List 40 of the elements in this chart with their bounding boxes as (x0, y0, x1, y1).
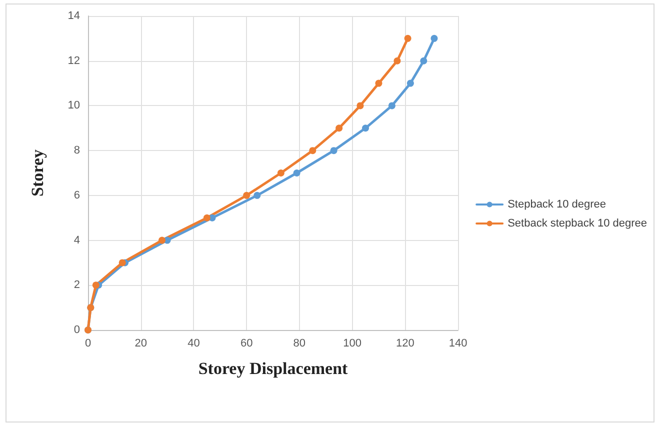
point (92, 282, 100, 289)
y-tick-label: 0 (74, 324, 80, 336)
point (362, 124, 369, 132)
x-tick-label: 120 (396, 338, 414, 350)
legend-label: Stepback 10 degree (508, 198, 606, 210)
point (254, 192, 261, 199)
point (309, 147, 316, 154)
x-tick-label: 80 (293, 338, 306, 350)
point (203, 214, 210, 222)
point (277, 170, 284, 176)
point (420, 57, 428, 64)
x-tick-label: 0 (84, 338, 92, 350)
point (375, 80, 382, 87)
y-tick-label: 8 (74, 144, 80, 157)
point (293, 170, 300, 176)
x-axis-title: Storey Displacement (198, 359, 348, 378)
point (404, 34, 412, 42)
x-tick-label: 140 (448, 338, 468, 350)
legend-label: Setback stepback 10 degree (508, 218, 648, 230)
point (388, 102, 396, 110)
point (394, 57, 401, 64)
x-tick-label: 100 (343, 338, 362, 350)
point (356, 102, 364, 110)
y-tick-label: 4 (74, 234, 80, 246)
point (243, 192, 250, 199)
x-tick-label: 20 (134, 338, 147, 350)
point (336, 124, 343, 132)
point (118, 259, 126, 266)
x-tick-label: 40 (188, 338, 200, 350)
y-tick-label: 2 (74, 279, 80, 292)
y-tick-label: 10 (68, 100, 80, 112)
point (430, 34, 438, 42)
y-tick-label: 14 (68, 10, 80, 22)
x-tick-label: 60 (240, 338, 253, 350)
point (158, 236, 166, 244)
y-tick-label: 12 (68, 54, 80, 67)
point (406, 80, 414, 87)
point (330, 147, 338, 154)
y-axis-title: Storey (28, 149, 47, 196)
y-tick-label: 6 (74, 189, 80, 202)
